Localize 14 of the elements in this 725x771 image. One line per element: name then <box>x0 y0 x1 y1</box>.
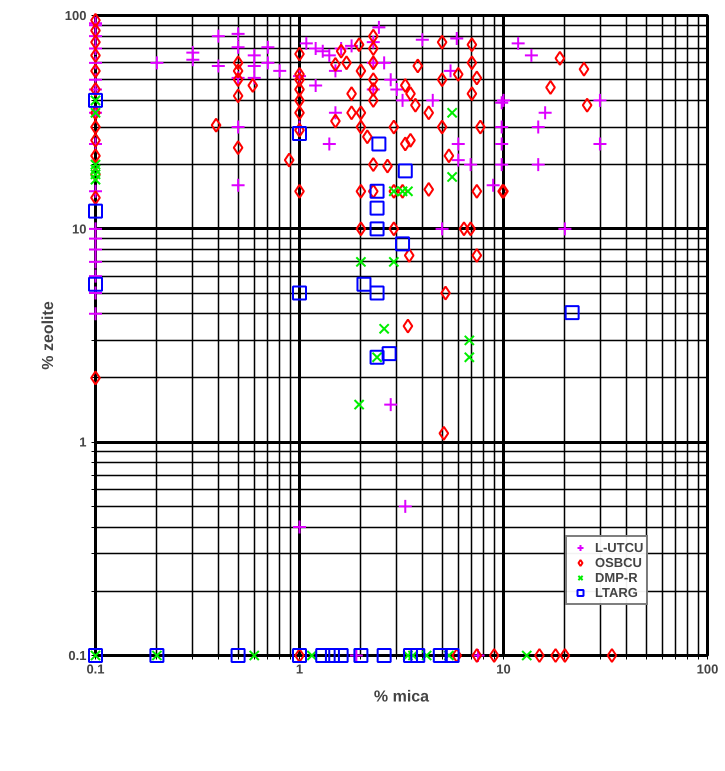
legend-label: OSBCU <box>595 555 642 570</box>
y-tick-label: 1 <box>79 434 87 450</box>
x-tick-label: 0.1 <box>86 662 105 676</box>
legend-label: DMP-R <box>595 570 638 585</box>
y-axis-title: % zeolite <box>40 301 57 370</box>
legend-label: LTARG <box>595 585 638 600</box>
legend-label: L-UTCU <box>595 540 644 555</box>
y-tick-label: 100 <box>64 8 87 23</box>
x-tick-label: 1 <box>296 662 304 676</box>
x-axis-title: % mica <box>374 688 430 706</box>
x-tick-label: 10 <box>496 662 511 676</box>
x-tick-label: 100 <box>696 662 718 676</box>
y-tick-label: 0.1 <box>68 648 87 663</box>
y-tick-label: 10 <box>72 221 87 236</box>
